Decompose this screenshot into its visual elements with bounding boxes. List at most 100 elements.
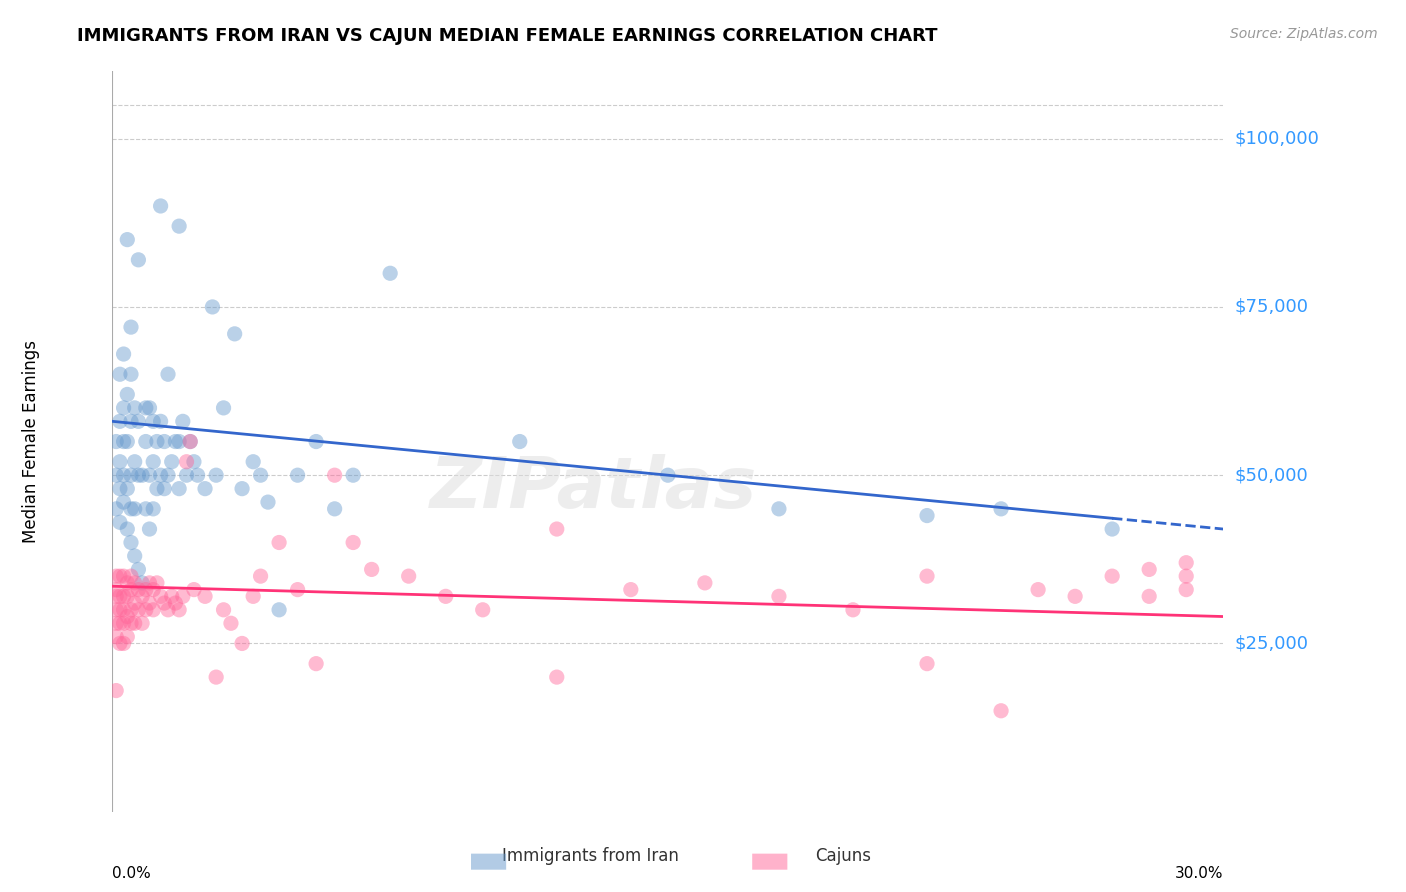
Point [149, 468, 172, 483]
Text: 30.0%: 30.0% [1175, 865, 1223, 880]
Point [1064, 590, 1087, 604]
Point [127, 468, 149, 483]
Point [135, 434, 157, 449]
Point [105, 630, 128, 644]
Point [112, 347, 135, 361]
Point [124, 616, 146, 631]
Point [620, 582, 643, 597]
Point [183, 455, 205, 469]
Point [167, 482, 190, 496]
Point [380, 266, 402, 280]
Point [212, 401, 235, 415]
Point [142, 455, 165, 469]
Point [112, 495, 135, 509]
Point [360, 562, 382, 576]
Point [342, 535, 364, 549]
Point [127, 582, 149, 597]
Point [267, 535, 291, 549]
Point [112, 636, 135, 650]
Point [305, 657, 328, 671]
Point [127, 562, 149, 576]
Point [112, 468, 135, 483]
Point [105, 468, 128, 483]
Point [138, 596, 160, 610]
Point [108, 569, 131, 583]
Point [471, 603, 494, 617]
Point [205, 468, 228, 483]
Point [915, 508, 938, 523]
Point [219, 616, 242, 631]
Point [131, 575, 153, 590]
Point [120, 569, 142, 583]
Point [108, 636, 131, 650]
Point [124, 455, 146, 469]
Point [135, 582, 157, 597]
Point [176, 468, 198, 483]
Point [915, 569, 938, 583]
Point [120, 603, 142, 617]
Point [546, 670, 568, 684]
Point [165, 434, 187, 449]
Point [149, 414, 172, 428]
Point [183, 582, 205, 597]
Point [112, 569, 135, 583]
Point [915, 657, 938, 671]
Text: Median Female Earnings: Median Female Earnings [22, 340, 39, 543]
Point [131, 590, 153, 604]
Point [120, 320, 142, 334]
Point [1026, 582, 1049, 597]
Point [1175, 556, 1198, 570]
Point [135, 501, 157, 516]
Point [1101, 522, 1123, 536]
Text: ZIPatlas: ZIPatlas [430, 454, 758, 523]
Point [434, 590, 457, 604]
Point [201, 300, 224, 314]
Point [112, 603, 135, 617]
Point [112, 401, 135, 415]
Point [142, 501, 165, 516]
Text: $75,000: $75,000 [1234, 298, 1309, 316]
Point [1137, 590, 1160, 604]
Point [124, 501, 146, 516]
Point [242, 455, 264, 469]
Text: IMMIGRANTS FROM IRAN VS CAJUN MEDIAN FEMALE EARNINGS CORRELATION CHART: IMMIGRANTS FROM IRAN VS CAJUN MEDIAN FEM… [77, 27, 938, 45]
Point [768, 501, 790, 516]
Point [138, 522, 160, 536]
Point [146, 434, 169, 449]
Point [124, 401, 146, 415]
Point [172, 414, 194, 428]
Point [117, 387, 139, 401]
Text: Cajuns: Cajuns [815, 847, 872, 865]
Point [142, 603, 165, 617]
Point [138, 468, 160, 483]
Point [138, 575, 160, 590]
Point [194, 590, 217, 604]
Point [117, 609, 139, 624]
Point [693, 575, 716, 590]
Point [842, 603, 865, 617]
Point [242, 590, 264, 604]
Point [157, 603, 180, 617]
Point [112, 616, 135, 631]
Point [112, 434, 135, 449]
Point [127, 603, 149, 617]
Point [323, 501, 346, 516]
Point [142, 414, 165, 428]
Point [124, 549, 146, 563]
Point [157, 368, 180, 382]
Point [205, 670, 228, 684]
Point [117, 575, 139, 590]
Point [990, 501, 1012, 516]
Point [105, 683, 128, 698]
Point [120, 368, 142, 382]
Point [138, 401, 160, 415]
Point [117, 233, 139, 247]
Point [212, 603, 235, 617]
Point [1137, 562, 1160, 576]
Point [287, 582, 309, 597]
Point [249, 468, 271, 483]
Point [179, 434, 201, 449]
Point [187, 468, 209, 483]
Point [768, 590, 790, 604]
Point [153, 482, 176, 496]
